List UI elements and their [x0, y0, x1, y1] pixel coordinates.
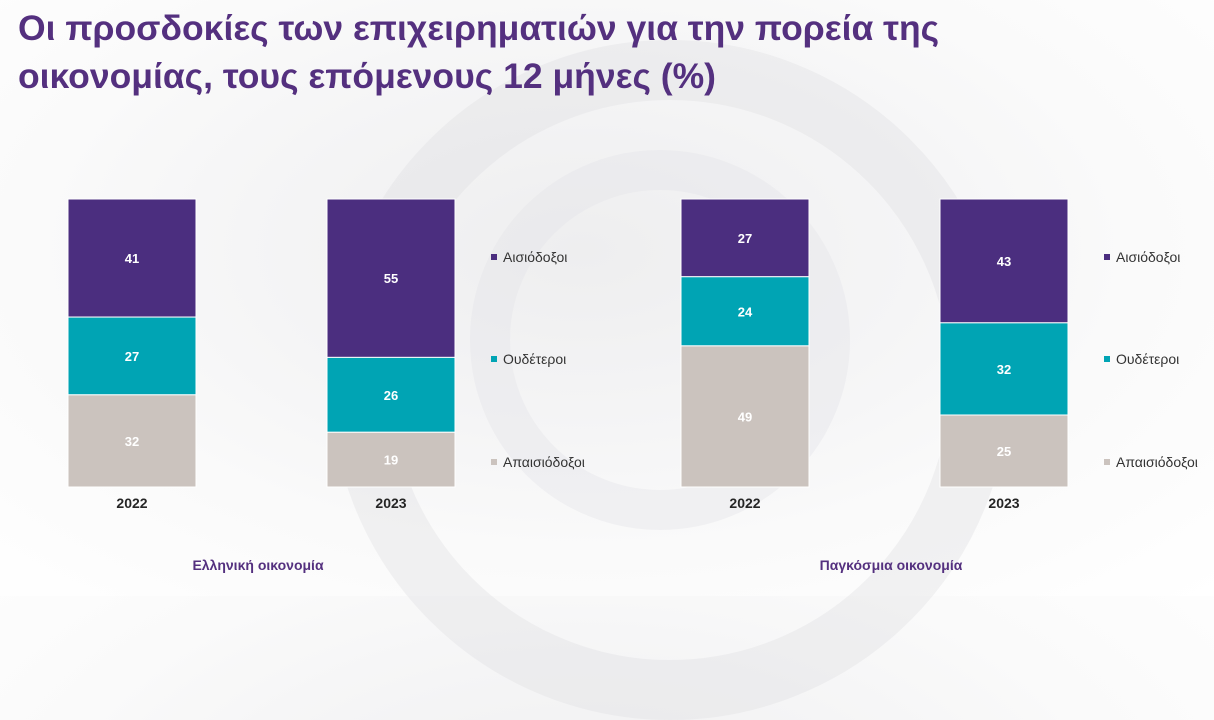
bar-segment-neutral-2023	[326, 356, 456, 433]
bar-segment-optimists-2023	[939, 198, 1069, 324]
bar-segment-neutral-2023	[939, 322, 1069, 416]
title-line-1: Οι προσδοκίες των επιχειρηματιών για την…	[18, 8, 940, 48]
bar-segment-optimists-2022	[67, 198, 197, 318]
data-label-optimists-2022: 41	[125, 251, 139, 266]
legend-item-neutral: Ουδέτεροι	[491, 351, 566, 367]
legend-swatch-optimists	[491, 254, 497, 260]
legend-item-pessimists: Απαισιόδοξοι	[491, 454, 585, 470]
legend-item-pessimists: Απαισιόδοξοι	[1104, 454, 1198, 470]
legend-label-pessimists: Απαισιόδοξοι	[1116, 454, 1198, 470]
x-tick-label-2022: 2022	[116, 495, 147, 511]
data-label-optimists-2023: 43	[997, 254, 1011, 269]
legend-item-optimists: Αισιόδοξοι	[1104, 249, 1180, 265]
stacked-bar-charts: 41 27 32 2022 55 26 19 2023 27 24 49 2022 43 32 25 2023	[67, 198, 1069, 511]
legend-swatch-neutral	[1104, 356, 1110, 362]
data-label-optimists-2023: 55	[384, 271, 398, 286]
legend-item-optimists: Αισιόδοξοι	[491, 249, 567, 265]
page-title: Οι προσδοκίες των επιχειρηματιών για την…	[18, 4, 1018, 100]
legend-swatch-pessimists	[491, 459, 497, 465]
legend-swatch-neutral	[491, 356, 497, 362]
title-line-2: οικονομίας, τους επόμενους 12 μήνες (%)	[18, 56, 716, 96]
bar-segment-pessimists-2023	[939, 414, 1069, 488]
x-tick-label-2022: 2022	[729, 495, 760, 511]
bar-segment-pessimists-2023	[326, 431, 456, 488]
bar-segment-pessimists-2022	[67, 394, 197, 488]
data-label-pessimists-2023: 19	[384, 453, 398, 468]
legend-label-neutral: Ουδέτεροι	[503, 351, 567, 367]
group-label-greek-economy: Ελληνική οικονομία	[192, 557, 324, 573]
data-label-optimists-2022: 27	[738, 231, 752, 246]
data-label-neutral-2022: 27	[125, 349, 139, 364]
bar-segment-optimists-2023	[326, 198, 456, 358]
bar-segment-neutral-2022	[680, 276, 810, 347]
legend-item-neutral: Ουδέτεροι	[1104, 351, 1179, 367]
x-tick-label-2023: 2023	[988, 495, 1019, 511]
bar-segment-pessimists-2022	[680, 345, 810, 488]
x-tick-label-2023: 2023	[375, 495, 406, 511]
data-label-pessimists-2023: 25	[997, 444, 1011, 459]
bar-segment-neutral-2022	[67, 316, 197, 396]
data-label-pessimists-2022: 32	[125, 434, 139, 449]
legend-label-optimists: Αισιόδοξοι	[503, 249, 568, 265]
legend-label-neutral: Ουδέτεροι	[1116, 351, 1180, 367]
data-label-neutral-2022: 24	[738, 304, 753, 319]
legend-label-pessimists: Απαισιόδοξοι	[503, 454, 585, 470]
group-label-global-economy: Παγκόσμια οικονομία	[819, 557, 963, 573]
data-label-pessimists-2022: 49	[738, 409, 752, 424]
legend-label-optimists: Αισιόδοξοι	[1116, 249, 1181, 265]
data-label-neutral-2023: 32	[997, 362, 1011, 377]
legend-swatch-optimists	[1104, 254, 1110, 260]
legend-swatch-pessimists	[1104, 459, 1110, 465]
data-label-neutral-2023: 26	[384, 388, 398, 403]
